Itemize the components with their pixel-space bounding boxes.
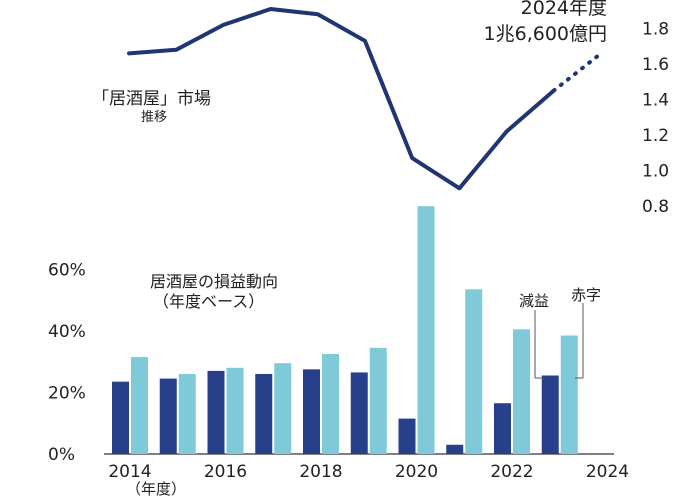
- legend-label-decline: 減益: [519, 292, 549, 310]
- annotation-value: 1兆6,600億円: [484, 23, 607, 45]
- bar-x-tick-2022: 2022: [490, 462, 533, 482]
- bar-red-2016: [226, 367, 244, 454]
- bar-decline-2015: [159, 378, 177, 454]
- line-y-tick-1: 1.0: [642, 162, 669, 182]
- bar-y-tick-0: 0%: [48, 445, 75, 465]
- line-y-tick-5: 1.8: [642, 20, 669, 40]
- bar-red-2014: [131, 357, 148, 454]
- market-line-chart: 0.8 1.0 1.2 1.4 1.6 1.8 「居酒屋」市場 推移 2024年度 1兆6…: [92, 0, 669, 217]
- line-y-tick-3: 1.4: [642, 91, 669, 111]
- profit-bar-chart: 0% 20% 40% 60% 2014 2016 2018 2020 2022 2024 居酒屋…: [48, 206, 629, 498]
- bar-red-2017: [274, 363, 292, 454]
- line-y-tick-0: 0.8: [642, 197, 669, 217]
- bar-decline-2021: [446, 444, 464, 454]
- bar-decline-2022: [494, 403, 511, 454]
- bar-x-tick-2020: 2020: [395, 462, 438, 482]
- bar-y-tick-1: 20%: [48, 383, 86, 403]
- bar-decline-2023: [541, 375, 559, 454]
- market-line-solid: [127, 7, 556, 191]
- bar-red-2020: [417, 206, 435, 454]
- bar-decline-2014: [112, 381, 129, 454]
- bar-decline-2018: [303, 369, 320, 454]
- line-y-tick-4: 1.6: [642, 55, 669, 75]
- bar-x-tick-2018: 2018: [299, 462, 342, 482]
- bar-red-2019: [369, 347, 387, 454]
- bar-red-2022: [513, 329, 530, 454]
- line-chart-subtitle: 推移: [141, 110, 167, 125]
- bar-y-tick-3: 60%: [48, 260, 86, 280]
- line-chart-title: 「居酒屋」市場: [92, 89, 211, 109]
- bar-x-tick-2014: 2014: [108, 462, 151, 482]
- bar-y-tick-2: 40%: [48, 322, 86, 342]
- bar-red-2021: [465, 289, 483, 454]
- annotation-year: 2024年度: [521, 0, 607, 19]
- bar-x-tick-2024: 2024: [586, 462, 629, 482]
- line-y-tick-2: 1.2: [642, 126, 669, 146]
- bar-red-2015: [178, 373, 196, 454]
- bar-red-2023: [560, 335, 578, 454]
- bar-decline-2016: [207, 370, 225, 454]
- legend-label-red: 赤字: [571, 286, 601, 304]
- x-axis-label: （年度）: [126, 480, 186, 498]
- bar-x-tick-2016: 2016: [204, 462, 247, 482]
- bar-decline-2019: [350, 372, 368, 454]
- bar-decline-2020: [398, 418, 416, 454]
- bar-chart-title: 居酒屋の損益動向: [150, 272, 278, 291]
- market-line-projected: [551, 51, 603, 93]
- bar-decline-2017: [255, 373, 273, 454]
- bar-chart-subtitle: （年度ベース）: [153, 292, 264, 311]
- bar-red-2018: [322, 353, 339, 454]
